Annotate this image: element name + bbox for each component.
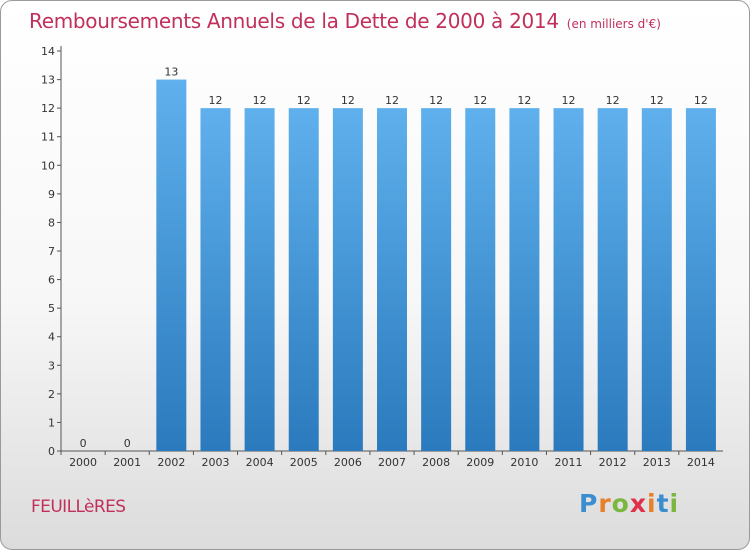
bar <box>421 108 452 452</box>
value-label: 12 <box>694 94 708 107</box>
value-label: 12 <box>385 94 399 107</box>
value-label: 12 <box>341 94 355 107</box>
y-tick-label: 10 <box>41 159 55 172</box>
bar <box>332 108 363 452</box>
x-tick-label: 2006 <box>334 456 362 469</box>
value-label: 12 <box>429 94 443 107</box>
value-label: 12 <box>562 94 576 107</box>
y-tick-label: 14 <box>41 45 55 58</box>
x-tick-label: 2003 <box>201 456 229 469</box>
value-label: 12 <box>253 94 267 107</box>
proxiti-logo: Proxiti <box>579 489 680 518</box>
x-tick-label: 2012 <box>599 456 627 469</box>
bar <box>156 79 187 452</box>
x-tick-label: 2005 <box>290 456 318 469</box>
x-tick-label: 2013 <box>643 456 671 469</box>
y-tick-label: 12 <box>41 102 55 115</box>
x-tick-label: 2007 <box>378 456 406 469</box>
x-tick-label: 2004 <box>246 456 274 469</box>
y-tick-label: 11 <box>41 131 55 144</box>
value-label: 12 <box>650 94 664 107</box>
bar <box>597 108 628 452</box>
bar <box>509 108 540 452</box>
y-tick-label: 13 <box>41 74 55 87</box>
x-tick-label: 2014 <box>687 456 715 469</box>
value-label: 12 <box>517 94 531 107</box>
x-tick-label: 2000 <box>69 456 97 469</box>
x-tick-label: 2008 <box>422 456 450 469</box>
value-label: 0 <box>80 437 87 450</box>
y-tick-label: 7 <box>48 245 55 258</box>
y-tick-label: 8 <box>48 216 55 229</box>
y-tick-label: 9 <box>48 188 55 201</box>
bar <box>244 108 275 452</box>
x-tick-label: 2001 <box>113 456 141 469</box>
y-tick-label: 0 <box>48 445 55 458</box>
y-tick-label: 1 <box>48 416 55 429</box>
y-tick-label: 4 <box>48 331 55 344</box>
chart-subtitle: (en milliers d'€) <box>566 17 661 31</box>
x-tick-label: 2011 <box>555 456 583 469</box>
value-label: 12 <box>297 94 311 107</box>
y-tick-label: 2 <box>48 388 55 401</box>
commune-name: FEUILLèRES <box>31 497 126 517</box>
value-label: 12 <box>606 94 620 107</box>
chart-title-text: Remboursements Annuels de la Dette de 20… <box>29 9 559 33</box>
value-label: 0 <box>124 437 131 450</box>
y-tick-label: 5 <box>48 302 55 315</box>
value-label: 12 <box>473 94 487 107</box>
chart-title: Remboursements Annuels de la Dette de 20… <box>29 9 661 33</box>
y-tick-label: 3 <box>48 359 55 372</box>
x-tick-label: 2009 <box>466 456 494 469</box>
x-tick-label: 2010 <box>510 456 538 469</box>
value-label: 12 <box>208 94 222 107</box>
bar <box>200 108 231 452</box>
bar <box>465 108 496 452</box>
bar <box>288 108 319 452</box>
bar <box>553 108 584 452</box>
bar <box>377 108 407 452</box>
bar <box>641 108 672 452</box>
bar <box>685 108 716 452</box>
x-tick-label: 2002 <box>157 456 185 469</box>
y-tick-label: 6 <box>48 274 55 287</box>
value-label: 13 <box>164 66 178 79</box>
